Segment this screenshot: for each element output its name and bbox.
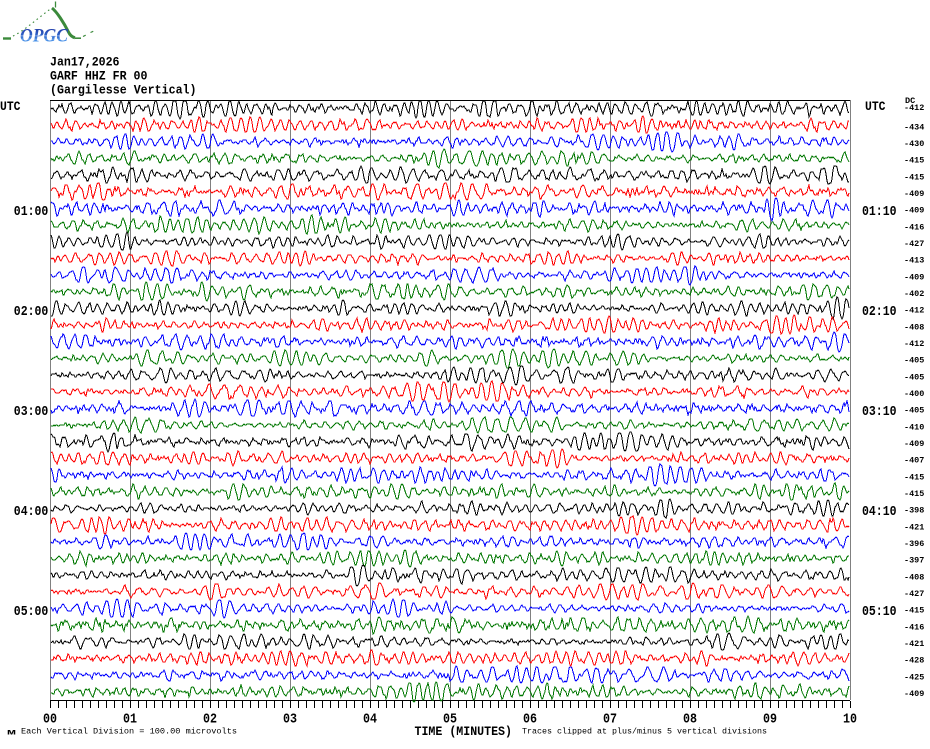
svg-text:10: 10 — [843, 712, 857, 727]
svg-text:01:10: 01:10 — [862, 204, 897, 220]
svg-text:-396: -396 — [904, 539, 924, 549]
svg-text:GARF HHZ FR 00: GARF HHZ FR 00 — [50, 70, 148, 84]
svg-text:03:00: 03:00 — [14, 404, 49, 420]
svg-text:(Gargilesse Vertical): (Gargilesse Vertical) — [50, 84, 197, 98]
svg-text:м: м — [7, 729, 16, 738]
svg-text:05:00: 05:00 — [14, 604, 49, 620]
svg-text:-408: -408 — [904, 322, 924, 332]
svg-text:-415: -415 — [904, 156, 924, 166]
svg-text:08: 08 — [683, 712, 697, 727]
svg-text:01:00: 01:00 — [14, 204, 49, 220]
svg-text:-412: -412 — [904, 339, 924, 349]
svg-text:03:10: 03:10 — [862, 404, 897, 420]
svg-text:00: 00 — [43, 712, 57, 727]
svg-text:TIME (MINUTES): TIME (MINUTES) — [415, 725, 513, 739]
svg-text:-427: -427 — [904, 239, 924, 249]
svg-text:-428: -428 — [904, 656, 924, 666]
svg-text:-409: -409 — [904, 439, 924, 449]
svg-text:-415: -415 — [904, 606, 924, 616]
svg-text:-402: -402 — [904, 289, 924, 299]
svg-text:-434: -434 — [904, 122, 924, 132]
svg-text:04:00: 04:00 — [14, 504, 49, 520]
svg-text:-410: -410 — [904, 422, 924, 432]
svg-text:-415: -415 — [904, 489, 924, 499]
svg-text:07: 07 — [603, 712, 617, 727]
svg-text:-409: -409 — [904, 189, 924, 199]
svg-text:Jan17,2026: Jan17,2026 — [50, 56, 120, 70]
svg-text:04: 04 — [363, 712, 377, 727]
svg-text:DC: DC — [905, 96, 915, 106]
svg-text:-413: -413 — [904, 256, 924, 266]
svg-text:-408: -408 — [904, 572, 924, 582]
svg-text:-425: -425 — [904, 672, 924, 682]
svg-text:-416: -416 — [904, 222, 924, 232]
svg-text:-416: -416 — [904, 622, 924, 632]
svg-text:UTC: UTC — [865, 100, 886, 114]
svg-text:01: 01 — [123, 712, 137, 727]
svg-text:Each Vertical Division = 100.: Each Vertical Division = 100.00 microvol… — [21, 727, 237, 737]
svg-text:-421: -421 — [904, 639, 924, 649]
svg-text:-398: -398 — [904, 506, 924, 516]
svg-text:06: 06 — [523, 712, 537, 727]
svg-text:-421: -421 — [904, 522, 924, 532]
svg-text:09: 09 — [763, 712, 777, 727]
svg-text:-400: -400 — [904, 389, 924, 399]
svg-text:-405: -405 — [904, 356, 924, 366]
svg-text:-397: -397 — [904, 556, 924, 566]
svg-text:-412: -412 — [904, 306, 924, 316]
svg-text:-427: -427 — [904, 589, 924, 599]
svg-text:-430: -430 — [904, 139, 924, 149]
svg-text:-409: -409 — [904, 272, 924, 282]
svg-text:Traces clipped at plus/minus 5: Traces clipped at plus/minus 5 vertical … — [522, 727, 767, 737]
svg-text:05: 05 — [443, 712, 457, 727]
svg-text:-407: -407 — [904, 456, 924, 466]
svg-text:-409: -409 — [904, 206, 924, 216]
svg-text:02:10: 02:10 — [862, 304, 897, 320]
svg-text:-412: -412 — [904, 103, 924, 113]
svg-text:-415: -415 — [904, 172, 924, 182]
svg-text:-405: -405 — [904, 406, 924, 416]
svg-text:02: 02 — [203, 712, 217, 727]
svg-text:-409: -409 — [904, 689, 924, 699]
svg-text:05:10: 05:10 — [862, 604, 897, 620]
svg-text:-405: -405 — [904, 372, 924, 382]
svg-text:04:10: 04:10 — [862, 504, 897, 520]
svg-text:02:00: 02:00 — [14, 304, 49, 320]
svg-text:-415: -415 — [904, 472, 924, 482]
svg-text:03: 03 — [283, 712, 297, 727]
svg-text:UTC: UTC — [0, 100, 21, 114]
